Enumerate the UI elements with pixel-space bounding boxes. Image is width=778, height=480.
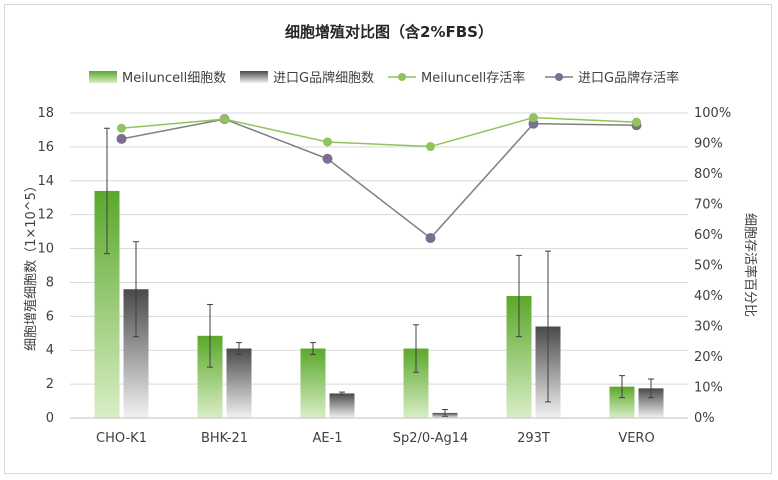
lines [116, 113, 642, 244]
y2-axis-title: 细胞存活率百分比 [742, 213, 758, 317]
series-line [121, 118, 637, 240]
legend-label-series-2: Meiluncell存活率 [421, 70, 525, 86]
line-point [425, 233, 436, 244]
y-tick-label: 10 [37, 242, 54, 257]
y2-tick-label: 80% [694, 167, 723, 182]
line-point [632, 117, 641, 127]
legend-label-series-0: Meiluncell细胞数 [122, 71, 226, 86]
bar [226, 348, 252, 418]
y2-tick-label: 20% [694, 350, 723, 365]
x-category-label: VERO [618, 431, 654, 446]
y-tick-label: 0 [46, 411, 54, 426]
legend-marker-series-2 [398, 73, 406, 81]
y2-tick-label: 50% [694, 259, 723, 274]
x-category-label: AE-1 [312, 431, 342, 446]
y2-tick-label: 10% [694, 381, 723, 396]
y2-tick-label: 60% [694, 228, 723, 243]
line-point [529, 113, 538, 123]
bar [329, 393, 355, 418]
y2-tick-label: 40% [694, 289, 723, 304]
line-point [426, 142, 435, 152]
y-tick-label: 18 [37, 106, 54, 121]
y2-tick-label: 70% [694, 198, 723, 213]
error-bars [104, 127, 654, 417]
y2-tick-label: 90% [694, 137, 723, 152]
legend: Meiluncell细胞数 进口G品牌细胞数 Meiluncell存活率 进口G… [89, 70, 679, 86]
gridlines [70, 112, 688, 385]
y2-tick-label: 0% [694, 411, 715, 426]
y-axis-title: 细胞增殖细胞数（1×10^5） [23, 179, 39, 351]
x-category-label: CHO-K1 [96, 431, 147, 446]
line-point [322, 153, 333, 164]
x-category-label: Sp2/0-Ag14 [393, 431, 469, 446]
y2-tick-label: 30% [694, 320, 723, 335]
line-point [116, 133, 127, 144]
y2-tick-label: 100% [694, 106, 731, 121]
y-axis-ticks: 0 2 4 6 8 10 12 14 16 18 [37, 106, 54, 426]
line-point [117, 123, 126, 133]
x-axis-categories: CHO-K1 BHK-21 AE-1 Sp2/0-Ag14 293T VERO [96, 431, 655, 446]
line-point [323, 137, 332, 147]
x-category-label: BHK-21 [201, 431, 248, 446]
legend-swatch-series-1 [240, 71, 268, 83]
y-tick-label: 12 [37, 208, 54, 223]
chart-title: 细胞增殖对比图（含2%FBS） [285, 23, 493, 41]
line-point [220, 114, 229, 124]
y-tick-label: 4 [46, 343, 54, 358]
y-tick-label: 2 [46, 377, 54, 392]
legend-label-series-3: 进口G品牌存活率 [578, 70, 679, 86]
legend-label-series-1: 进口G品牌细胞数 [273, 70, 374, 86]
y-tick-label: 6 [46, 309, 54, 324]
y2-axis-ticks: 0% 10% 20% 30% 40% 50% 60% 70% 80% 90% 100% [694, 106, 731, 426]
legend-marker-series-3 [555, 73, 563, 81]
bar [300, 348, 326, 418]
series-line [121, 116, 637, 148]
x-category-label: 293T [517, 431, 550, 446]
y-tick-label: 8 [46, 275, 54, 290]
legend-swatch-series-0 [89, 71, 117, 83]
y-tick-label: 14 [37, 174, 54, 189]
y-tick-label: 16 [37, 140, 54, 155]
